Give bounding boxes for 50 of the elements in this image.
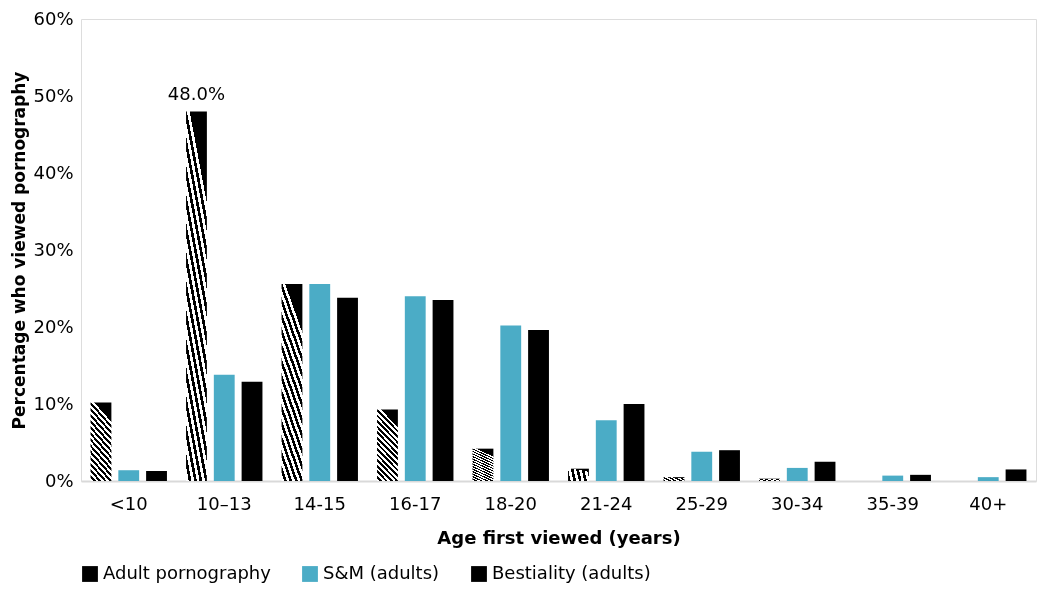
- y-tick-label: 40%: [33, 161, 74, 183]
- legend-label: Bestiality (adults): [492, 562, 651, 583]
- bar: [404, 296, 426, 481]
- x-tick-label: 10–13: [196, 492, 252, 514]
- bar: [568, 468, 589, 481]
- bar: [118, 470, 140, 481]
- bar: [719, 450, 740, 481]
- x-tick-label: 14-15: [293, 492, 346, 514]
- bar: [528, 330, 549, 481]
- bar: [337, 297, 358, 481]
- x-tick-label: 25-29: [675, 492, 728, 514]
- y-tick-label: 20%: [33, 315, 74, 337]
- bar: [977, 477, 999, 481]
- x-tick-label: 16-17: [389, 492, 442, 514]
- bar: [186, 111, 207, 481]
- legend-label: Adult pornography: [103, 562, 272, 583]
- bar: [213, 374, 235, 481]
- bar: [281, 283, 303, 481]
- x-tick-label: 35-39: [866, 492, 919, 514]
- y-tick-label: 50%: [33, 84, 74, 106]
- bar: [377, 409, 398, 481]
- legend-label: S&M (adults): [323, 562, 440, 583]
- y-tick-label: 10%: [33, 392, 74, 414]
- bar: [786, 467, 808, 481]
- y-tick-label: 60%: [33, 7, 74, 29]
- bar: [146, 470, 167, 481]
- bar: [623, 404, 645, 481]
- x-tick-label: <10: [109, 492, 148, 514]
- x-tick-label: 18-20: [484, 492, 537, 514]
- bar: [432, 300, 454, 481]
- x-tick-label: 30-34: [771, 492, 824, 514]
- bar: [472, 448, 494, 481]
- bar: [241, 381, 263, 481]
- bar: [1005, 469, 1027, 481]
- bar: [910, 474, 931, 481]
- bar: [663, 477, 685, 481]
- bar: [90, 402, 112, 481]
- x-tick-label: 40+: [969, 492, 1008, 514]
- x-axis-title: Age first viewed (years): [437, 526, 681, 548]
- bar: [500, 325, 522, 481]
- y-tick-label: 30%: [33, 238, 74, 260]
- bar: [814, 461, 836, 481]
- y-axis-title: Percentage who viewed pornography: [9, 71, 30, 430]
- y-tick-label: 0%: [44, 469, 74, 491]
- bar: [882, 475, 904, 481]
- bar: [691, 451, 713, 481]
- data-label: 48.0%: [167, 83, 226, 105]
- x-tick-label: 21-24: [580, 492, 633, 514]
- bar: [309, 283, 331, 481]
- bar: [595, 420, 617, 481]
